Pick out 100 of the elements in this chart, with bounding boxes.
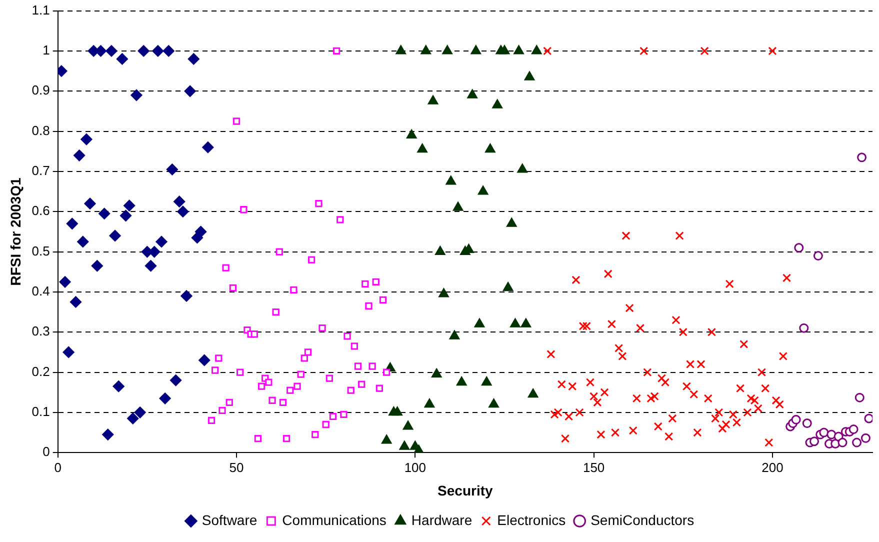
point bbox=[399, 440, 410, 450]
point bbox=[340, 410, 348, 418]
x-tick-label: 200 bbox=[762, 460, 784, 475]
point bbox=[156, 236, 168, 248]
point bbox=[80, 134, 92, 146]
point bbox=[162, 45, 174, 57]
point bbox=[152, 45, 164, 57]
x-axis-title: Security bbox=[438, 482, 494, 498]
point bbox=[127, 412, 139, 424]
point bbox=[91, 260, 103, 272]
point bbox=[308, 256, 316, 264]
point bbox=[852, 438, 862, 448]
point bbox=[184, 85, 196, 97]
point bbox=[62, 346, 74, 358]
point bbox=[449, 330, 460, 340]
point bbox=[848, 424, 858, 434]
point bbox=[84, 198, 96, 210]
point bbox=[265, 378, 272, 386]
point bbox=[376, 384, 384, 392]
y-axis-title: RFSI for 2003Q1 bbox=[7, 177, 24, 286]
point bbox=[420, 45, 431, 54]
point bbox=[279, 398, 287, 406]
point bbox=[456, 376, 467, 386]
point bbox=[799, 323, 809, 333]
legend-label: SemiConductors bbox=[590, 512, 694, 528]
point bbox=[77, 236, 89, 248]
legend-label: Electronics bbox=[497, 512, 566, 528]
point bbox=[402, 420, 414, 430]
point bbox=[112, 380, 124, 392]
point bbox=[98, 208, 110, 220]
point bbox=[336, 216, 344, 224]
point bbox=[202, 142, 214, 154]
point bbox=[362, 280, 369, 288]
point bbox=[109, 230, 121, 242]
point bbox=[368, 362, 376, 370]
point bbox=[485, 144, 496, 153]
point bbox=[438, 288, 449, 298]
point bbox=[791, 414, 801, 424]
point bbox=[124, 200, 136, 212]
point bbox=[312, 430, 319, 438]
point bbox=[300, 354, 308, 362]
point bbox=[322, 420, 330, 428]
point bbox=[138, 45, 150, 57]
point bbox=[354, 362, 362, 370]
y-tick-label: 1.1 bbox=[32, 2, 50, 18]
point bbox=[510, 318, 520, 328]
point bbox=[130, 89, 142, 101]
point bbox=[520, 318, 532, 328]
point bbox=[860, 433, 870, 443]
point bbox=[326, 374, 333, 382]
point bbox=[838, 438, 848, 448]
point bbox=[166, 164, 178, 176]
point bbox=[442, 45, 452, 54]
y-tick-label: 1 bbox=[42, 42, 50, 58]
point bbox=[417, 144, 428, 153]
point bbox=[499, 45, 510, 54]
point bbox=[854, 392, 864, 402]
point bbox=[226, 398, 233, 406]
point bbox=[502, 282, 514, 292]
point bbox=[290, 286, 298, 294]
y-tick-label: 0.4 bbox=[32, 284, 50, 299]
point bbox=[286, 386, 294, 394]
point bbox=[254, 434, 262, 442]
point bbox=[59, 276, 71, 288]
point bbox=[802, 418, 812, 428]
point bbox=[488, 398, 499, 408]
y-tick-label: 0.9 bbox=[32, 82, 50, 98]
point bbox=[294, 382, 301, 390]
point bbox=[180, 290, 192, 302]
point bbox=[222, 264, 230, 272]
point bbox=[532, 45, 542, 54]
y-tick-label: 0 bbox=[42, 444, 50, 460]
point bbox=[392, 406, 402, 416]
point bbox=[159, 392, 171, 404]
point bbox=[470, 45, 481, 54]
y-tick-label: 0.1 bbox=[32, 404, 50, 420]
point bbox=[350, 342, 358, 350]
point bbox=[188, 53, 200, 65]
point bbox=[272, 308, 280, 316]
point bbox=[810, 436, 820, 446]
point bbox=[212, 366, 219, 374]
x-tick-label: 0 bbox=[54, 460, 62, 475]
y-tick-label: 0.7 bbox=[32, 163, 50, 178]
point bbox=[106, 45, 118, 57]
point bbox=[170, 374, 182, 386]
point bbox=[396, 45, 406, 54]
point bbox=[864, 414, 872, 424]
point bbox=[406, 130, 417, 139]
point bbox=[379, 296, 387, 304]
x-tick-label: 50 bbox=[229, 460, 244, 475]
point bbox=[215, 354, 222, 362]
point bbox=[120, 210, 132, 222]
point bbox=[474, 318, 485, 328]
point bbox=[432, 368, 442, 378]
y-tick-label: 0.8 bbox=[32, 122, 50, 138]
point bbox=[236, 368, 244, 376]
point bbox=[482, 376, 492, 386]
point bbox=[218, 406, 226, 414]
point bbox=[70, 296, 82, 308]
point bbox=[116, 53, 128, 65]
